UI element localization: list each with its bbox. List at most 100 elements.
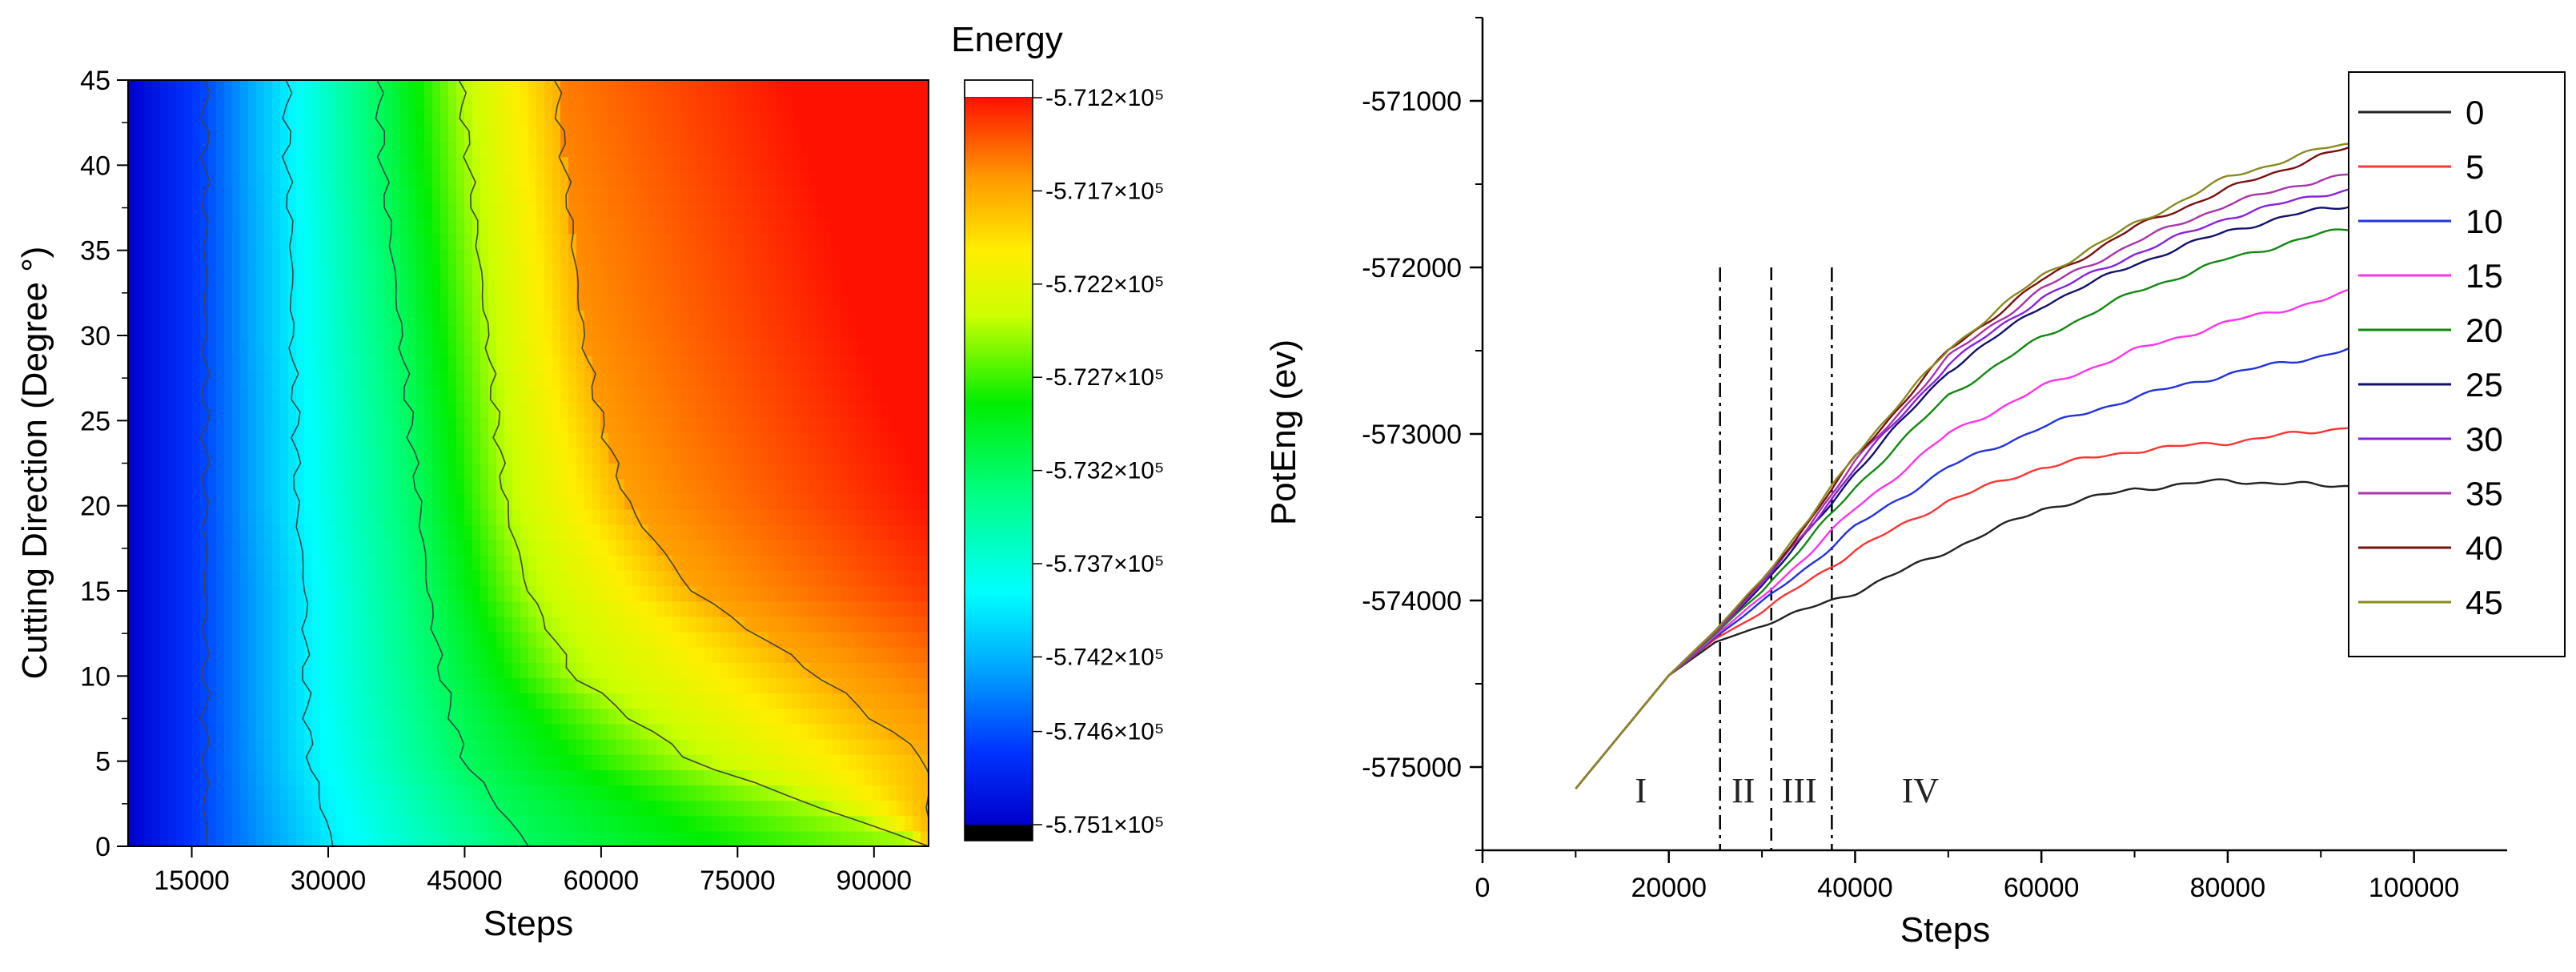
heatmap-cell — [728, 156, 737, 173]
heatmap-cell — [520, 830, 529, 846]
heatmap-cell — [752, 739, 761, 755]
heatmap-cell — [232, 279, 241, 295]
heatmap-cell — [160, 540, 169, 556]
heatmap-cell — [849, 478, 857, 495]
heatmap-cell — [312, 493, 321, 510]
heatmap-cell — [392, 540, 401, 556]
heatmap-cell — [264, 371, 273, 388]
heatmap-cell — [472, 386, 481, 403]
heatmap-cell — [897, 600, 905, 617]
heatmap-cell — [905, 524, 913, 540]
heatmap-cell — [744, 769, 753, 786]
heatmap-cell — [400, 723, 409, 740]
heatmap-cell — [584, 156, 593, 173]
heatmap-cell — [184, 524, 193, 540]
heatmap-cell — [408, 478, 417, 495]
heatmap-cell — [280, 126, 289, 143]
heatmap-cell — [656, 693, 665, 709]
heatmap-cell — [760, 739, 769, 755]
heatmap-cell — [128, 156, 137, 173]
heatmap-cell — [448, 524, 457, 540]
heatmap-cell — [464, 203, 473, 219]
heatmap-cell — [841, 632, 849, 648]
heatmap-cell — [873, 203, 881, 219]
heatmap-cell — [680, 800, 689, 817]
heatmap-cell — [592, 340, 601, 357]
heatmap-cell — [600, 723, 609, 740]
heatmap-cell — [800, 95, 809, 111]
heatmap-cell — [720, 830, 729, 846]
heatmap-cell — [921, 279, 929, 295]
heatmap-cell — [160, 662, 169, 679]
heatmap-cell — [240, 371, 249, 388]
heatmap-cell — [576, 386, 585, 403]
heatmap-cell — [648, 310, 657, 326]
heatmap-cell — [256, 417, 265, 433]
heatmap-cell — [408, 203, 417, 219]
heatmap-cell — [488, 708, 497, 725]
heatmap-cell — [136, 141, 145, 158]
heatmap-cell — [336, 95, 345, 111]
heatmap-cell — [865, 279, 873, 295]
heatmap-cell — [248, 371, 257, 388]
heatmap-cell — [536, 830, 545, 846]
heatmap-cell — [552, 815, 561, 832]
heatmap-cell — [160, 632, 169, 648]
heatmap-cell — [168, 448, 177, 464]
heatmap-cell — [688, 95, 697, 111]
heatmap-cell — [616, 371, 625, 388]
heatmap-cell — [792, 662, 801, 679]
heatmap-cell — [768, 417, 777, 433]
heatmap-cell — [672, 478, 681, 495]
heatmap-cell — [736, 294, 745, 311]
heatmap-cell — [624, 310, 633, 326]
heatmap-cell — [825, 708, 833, 725]
heatmap-cell — [712, 647, 721, 663]
heatmap-cell — [592, 386, 601, 403]
heatmap-cell — [440, 432, 449, 448]
heatmap-cell — [512, 355, 521, 372]
heatmap-cell — [208, 294, 217, 311]
heatmap-cell — [624, 294, 633, 311]
heatmap-cell — [480, 417, 489, 433]
heatmap-cell — [744, 401, 753, 418]
heatmap-cell — [160, 218, 169, 234]
heatmap-cell — [800, 263, 809, 280]
heatmap-cell — [608, 508, 617, 525]
heatmap-cell — [152, 493, 161, 510]
heatmap-cell — [720, 739, 729, 755]
heatmap-cell — [384, 95, 393, 111]
heatmap-cell — [841, 570, 849, 587]
heatmap-cell — [424, 677, 433, 694]
heatmap-cell — [312, 371, 321, 388]
heatmap-cell — [576, 263, 585, 280]
heatmap-cell — [392, 203, 401, 219]
heatmap-cell — [632, 830, 641, 846]
heatmap-cell — [600, 647, 609, 663]
heatmap-cell — [784, 171, 793, 188]
heatmap-cell — [528, 279, 537, 295]
heatmap-cell — [889, 279, 897, 295]
heatmap-cell — [776, 693, 785, 709]
heatmap-cell — [768, 754, 777, 770]
heatmap-cell — [825, 616, 833, 633]
heatmap-cell — [664, 540, 673, 556]
heatmap-cell — [728, 508, 737, 525]
heatmap-cell — [400, 478, 409, 495]
heatmap-cell — [608, 600, 617, 617]
heatmap-cell — [472, 739, 481, 755]
heatmap-cell — [456, 156, 465, 173]
heatmap-cell — [336, 585, 345, 602]
heatmap-cell — [336, 493, 345, 510]
heatmap-cell — [841, 294, 849, 311]
heatmap-cell — [520, 371, 529, 388]
heatmap-cell — [488, 647, 497, 663]
heatmap-cell — [400, 524, 409, 540]
heatmap-cell — [376, 830, 385, 846]
heatmap-cell — [881, 800, 889, 817]
heatmap-cell — [736, 739, 745, 755]
heatmap-cell — [800, 600, 809, 617]
heatmap-cell — [288, 95, 297, 111]
heatmap-cell — [160, 723, 169, 740]
heatmap-cell — [616, 708, 625, 725]
